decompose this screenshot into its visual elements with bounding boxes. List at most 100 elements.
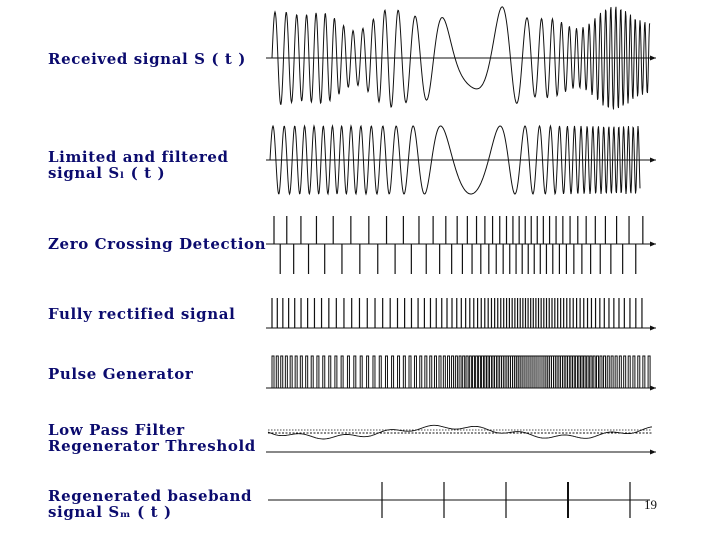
axis-arrow — [650, 449, 656, 455]
generated-pulse — [419, 355, 423, 388]
generated-pulse — [310, 355, 314, 388]
generated-pulse — [289, 355, 293, 388]
generated-pulse — [623, 355, 627, 388]
axis-arrow — [650, 325, 656, 331]
generated-pulse — [498, 355, 502, 388]
generated-pulse — [340, 355, 344, 388]
generated-pulse — [589, 355, 593, 388]
generated-pulse — [458, 355, 462, 388]
generated-pulse — [489, 355, 493, 388]
generated-pulse — [637, 355, 641, 388]
generated-pulse — [353, 355, 357, 388]
generated-pulse — [614, 355, 618, 388]
generated-pulse — [632, 355, 636, 388]
generated-pulse — [503, 355, 507, 388]
generated-pulse — [555, 355, 559, 388]
generated-pulse — [564, 355, 568, 388]
generated-pulse — [580, 355, 584, 388]
generated-pulse — [433, 355, 437, 388]
generated-pulse — [496, 355, 500, 388]
generated-pulse — [271, 355, 275, 388]
generated-pulse — [429, 355, 433, 388]
label-line: Received signal S ( t ) — [48, 50, 246, 68]
generated-pulse — [454, 355, 458, 388]
generated-pulse — [322, 355, 326, 388]
generated-pulse — [472, 355, 476, 388]
generated-pulse — [577, 355, 581, 388]
lpf-output-path — [267, 424, 653, 440]
generated-pulse — [478, 355, 482, 388]
generated-pulse — [642, 355, 646, 388]
generated-pulse — [451, 355, 455, 388]
axis-arrow — [650, 55, 656, 61]
generated-pulse — [647, 355, 651, 388]
generated-pulse — [583, 355, 587, 388]
zero-crossing-pulses — [266, 216, 656, 274]
generated-pulse — [599, 355, 603, 388]
generated-pulse — [465, 355, 469, 388]
label-received-signal: Received signal S ( t ) — [48, 51, 246, 67]
limited-waveform-path — [269, 124, 641, 196]
generated-pulse — [559, 355, 563, 388]
received-signal-waveform — [266, 6, 656, 110]
generated-pulse — [553, 355, 557, 388]
generated-pulse — [372, 355, 376, 388]
generated-pulse — [480, 355, 484, 388]
label-line: Limited and filtered — [48, 148, 229, 166]
generated-pulse — [424, 355, 428, 388]
generated-pulse — [603, 355, 607, 388]
limited-signal-waveform — [266, 124, 656, 196]
generated-pulse — [494, 355, 498, 388]
generated-pulse — [447, 355, 451, 388]
generated-pulse — [610, 355, 614, 388]
generated-pulse — [501, 355, 505, 388]
generated-pulse — [384, 355, 388, 388]
generated-pulse — [438, 355, 442, 388]
generated-pulse — [462, 355, 466, 388]
label-line: Low Pass Filter — [48, 421, 185, 439]
generated-pulse — [572, 355, 576, 388]
generated-pulse — [618, 355, 622, 388]
generated-pulse — [592, 355, 596, 388]
generated-pulse — [586, 355, 590, 388]
generated-pulse — [468, 355, 472, 388]
generated-pulse — [366, 355, 370, 388]
generated-pulse — [328, 355, 332, 388]
label-line: Fully rectified signal — [48, 305, 236, 323]
pulse-generator-train — [266, 355, 656, 391]
generated-pulse — [491, 355, 495, 388]
generated-pulse — [294, 355, 298, 388]
label-line: signal Sₘ ( t ) — [48, 503, 172, 521]
generated-pulse — [391, 355, 395, 388]
generated-pulse — [486, 355, 490, 388]
label-line: signal Sₗ ( t ) — [48, 164, 166, 182]
generated-pulse — [378, 355, 382, 388]
generated-pulse — [275, 355, 279, 388]
generated-pulse — [574, 355, 578, 388]
label-line: Zero Crossing Detection — [48, 235, 267, 253]
label-line: Pulse Generator — [48, 365, 194, 383]
generated-pulse — [627, 355, 631, 388]
generated-pulse — [359, 355, 363, 388]
label-line: Regenerated baseband — [48, 487, 253, 505]
generated-pulse — [475, 355, 479, 388]
axis-arrow — [650, 241, 656, 247]
generated-pulse — [483, 355, 487, 388]
generated-pulse — [280, 355, 284, 388]
received-waveform-path — [271, 6, 651, 110]
generated-pulse — [284, 355, 288, 388]
axis-arrow — [650, 385, 656, 391]
generated-pulse — [316, 355, 320, 388]
low-pass-filter-output — [266, 424, 656, 455]
generated-pulse — [562, 355, 566, 388]
generated-pulse — [569, 355, 573, 388]
generated-pulse — [567, 355, 571, 388]
label-regenerated-baseband: Regenerated baseband signal Sₘ ( t ) — [48, 488, 252, 520]
regenerated-baseband-signal — [268, 482, 650, 518]
label-zero-crossing: Zero Crossing Detection — [48, 236, 266, 252]
generated-pulse — [305, 355, 309, 388]
generated-pulse — [595, 355, 599, 388]
axis-arrow — [650, 157, 656, 163]
